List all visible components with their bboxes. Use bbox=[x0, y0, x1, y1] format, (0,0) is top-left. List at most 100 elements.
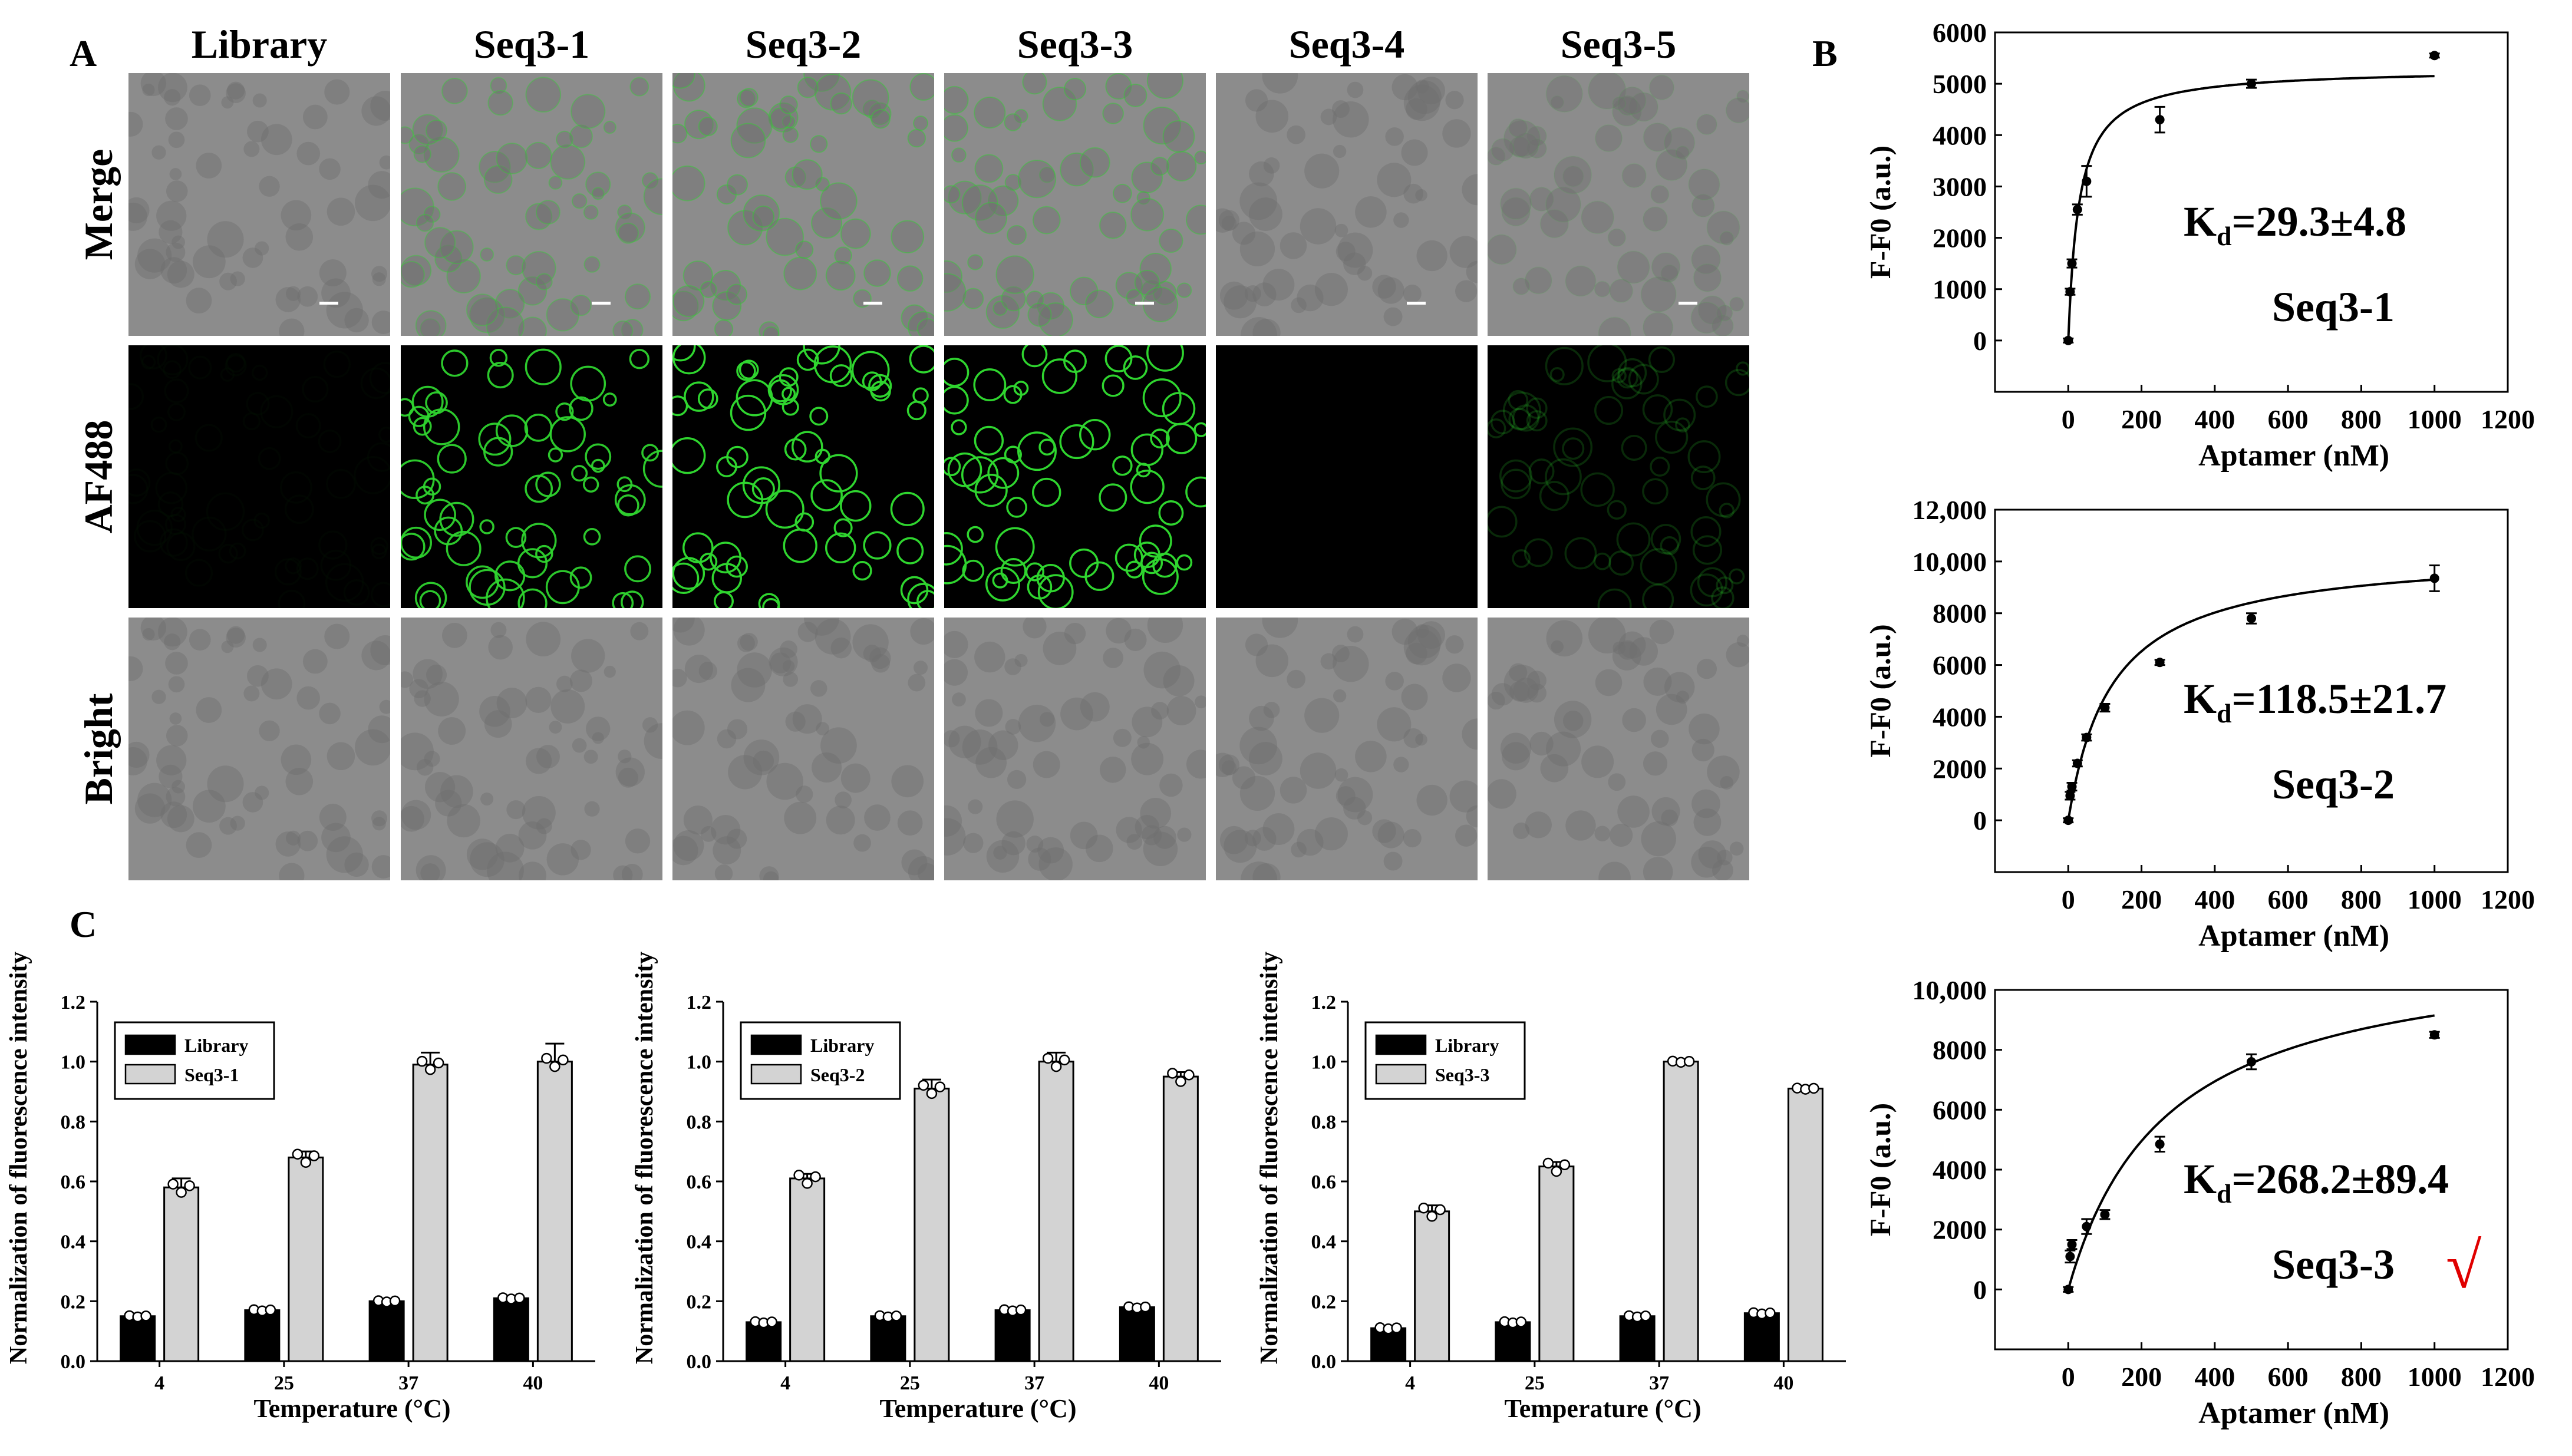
cell bbox=[1377, 163, 1412, 197]
cell bbox=[1416, 240, 1447, 272]
cell bbox=[1132, 162, 1163, 193]
cell bbox=[1551, 95, 1564, 109]
cell bbox=[172, 780, 185, 794]
cell bbox=[908, 856, 934, 880]
cell bbox=[1643, 667, 1672, 696]
replicate-point bbox=[1551, 1166, 1562, 1177]
cell bbox=[753, 206, 774, 227]
merge-cell-outline bbox=[437, 172, 467, 201]
cell bbox=[1224, 285, 1257, 319]
cell bbox=[891, 220, 924, 253]
fluorescent-cell bbox=[1545, 346, 1584, 385]
merge-cell-outline bbox=[710, 269, 741, 301]
fluorescent-cell bbox=[1142, 558, 1179, 595]
cell bbox=[1588, 618, 1626, 653]
merge-cell-outline bbox=[1143, 106, 1182, 145]
merge-cell-outline bbox=[988, 185, 1019, 216]
fluorescent-cell bbox=[697, 388, 718, 409]
cell bbox=[1729, 297, 1744, 312]
cell bbox=[438, 717, 466, 745]
cell bbox=[327, 197, 355, 226]
cell bbox=[1540, 209, 1569, 238]
merge-cell-outline bbox=[1105, 73, 1132, 100]
y-tick-label: 1.2 bbox=[687, 992, 712, 1013]
cell bbox=[1007, 770, 1027, 790]
x-axis-label: Aptamer (nM) bbox=[2198, 1396, 2389, 1430]
fluorescent-cell bbox=[1079, 418, 1111, 451]
merge-cell-outline bbox=[769, 107, 792, 130]
fluorescent-cell bbox=[944, 457, 961, 477]
cell bbox=[901, 305, 928, 331]
fluorescent-cell bbox=[906, 401, 926, 421]
fluorescent-cell bbox=[570, 365, 606, 402]
y-axis-label: Normalization of fluorescence intensity bbox=[5, 952, 32, 1364]
cell bbox=[166, 725, 188, 747]
fluorescent-cell bbox=[1084, 561, 1114, 591]
merge-cell-outline bbox=[985, 295, 1020, 329]
cell bbox=[993, 301, 1007, 315]
cell bbox=[207, 765, 244, 803]
y-tick-label: 0.0 bbox=[687, 1351, 712, 1373]
cell bbox=[1333, 689, 1347, 703]
merge-cell-outline bbox=[413, 145, 431, 163]
merge-cell-outline bbox=[525, 141, 552, 169]
bright-seq3-3-image bbox=[944, 618, 1206, 880]
cell bbox=[142, 628, 155, 641]
image-background bbox=[1488, 618, 1749, 880]
fluorescent-cell bbox=[736, 361, 756, 381]
cell bbox=[944, 805, 962, 837]
cell bbox=[908, 129, 926, 147]
cell bbox=[1377, 707, 1412, 742]
sequence-label: Seq3-3 bbox=[2272, 1241, 2395, 1288]
cell bbox=[1314, 817, 1348, 851]
fluorescent-cell bbox=[840, 490, 872, 522]
merge-cell-outline bbox=[496, 143, 528, 174]
cell bbox=[1116, 817, 1142, 843]
replicate-point bbox=[918, 1079, 929, 1091]
cell bbox=[401, 671, 414, 688]
cell bbox=[1403, 629, 1440, 666]
cell bbox=[1676, 691, 1689, 704]
cell bbox=[796, 241, 813, 259]
image-background bbox=[128, 345, 390, 608]
merge-cell-outline bbox=[853, 289, 872, 308]
cell bbox=[484, 710, 512, 738]
cell bbox=[592, 187, 604, 200]
kd-prefix: K bbox=[2184, 198, 2217, 245]
cell bbox=[506, 800, 526, 820]
cell bbox=[1661, 809, 1679, 827]
fluorescent-cell bbox=[401, 526, 432, 559]
merge-cell-outline bbox=[698, 116, 718, 137]
cell bbox=[1141, 825, 1162, 846]
cell bbox=[1004, 114, 1021, 131]
merge-cell-outline bbox=[1166, 151, 1197, 182]
merge-cell-outline bbox=[1060, 152, 1094, 187]
cell bbox=[166, 787, 186, 807]
cell bbox=[1403, 728, 1423, 748]
cell bbox=[763, 871, 779, 880]
cell bbox=[1221, 216, 1237, 231]
merge-cell-outline bbox=[415, 310, 447, 336]
cell bbox=[1691, 194, 1714, 217]
cell bbox=[1689, 169, 1720, 200]
bar-seq3-1 bbox=[412, 1064, 449, 1362]
cell bbox=[1612, 97, 1641, 126]
merge-cell-outline bbox=[907, 128, 926, 148]
merge-cell-outline bbox=[834, 246, 852, 265]
merge-cell-outline bbox=[1711, 315, 1734, 336]
cell bbox=[891, 765, 924, 798]
x-tick-label: 200 bbox=[2121, 404, 2162, 434]
y-axis-label: Normalization of fluorescence intensity bbox=[631, 952, 658, 1364]
cell bbox=[1070, 277, 1098, 305]
cell bbox=[1343, 797, 1366, 820]
merge-cell-outline bbox=[782, 115, 796, 128]
cell bbox=[782, 115, 795, 128]
cell bbox=[226, 628, 246, 648]
data-point bbox=[2100, 1210, 2110, 1220]
cell bbox=[830, 93, 852, 114]
cell bbox=[618, 223, 638, 243]
cell bbox=[230, 271, 245, 286]
merge-cell-outline bbox=[974, 96, 1006, 129]
fluorescent-cell bbox=[1562, 437, 1585, 460]
fluorescent-cell bbox=[1112, 455, 1133, 476]
